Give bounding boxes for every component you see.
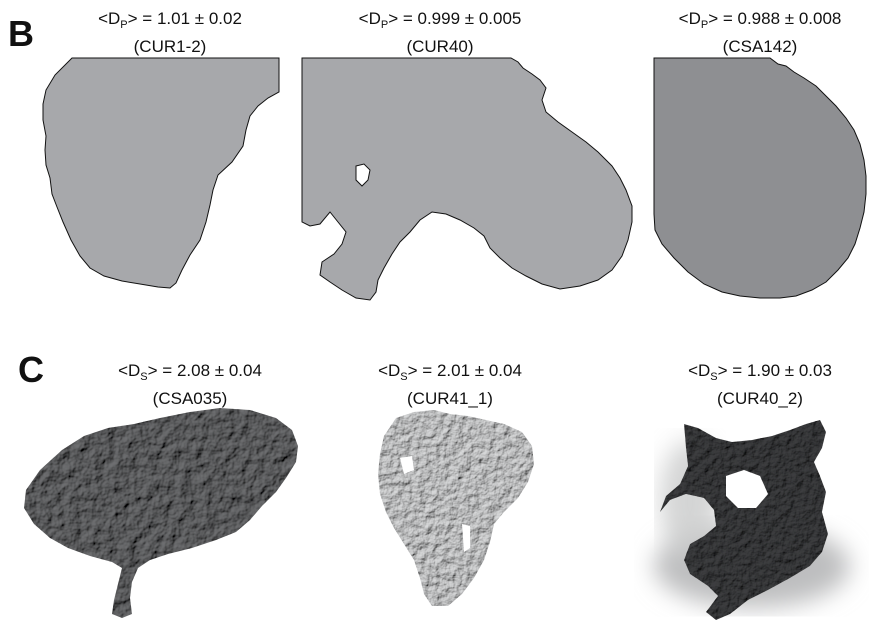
panel-letter-b: B xyxy=(8,13,34,54)
caption-c2: <DS> = 2.01 ± 0.04 (CUR41_1) xyxy=(378,361,522,408)
caption-b3: <DP> = 0.988 ± 0.008 (CSA142) xyxy=(678,9,842,56)
surface-csa035 xyxy=(24,408,298,618)
caption-c3: <DS> = 1.90 ± 0.03 (CUR40_2) xyxy=(688,361,832,408)
surface-cur41-1 xyxy=(378,410,534,606)
caption-b1: <DP> = 1.01 ± 0.02 (CUR1-2) xyxy=(98,9,242,56)
silhouette-cur40 xyxy=(301,57,633,301)
caption-c1: <DS> = 2.08 ± 0.04 (CSA035) xyxy=(118,361,262,408)
panel-letter-c: C xyxy=(18,349,44,390)
silhouette-csa142 xyxy=(653,57,867,299)
caption-b2: <DP> = 0.999 ± 0.005 (CUR40) xyxy=(358,9,522,56)
surface-cur40-2 xyxy=(660,420,828,620)
silhouette-cur1-2 xyxy=(42,57,280,289)
